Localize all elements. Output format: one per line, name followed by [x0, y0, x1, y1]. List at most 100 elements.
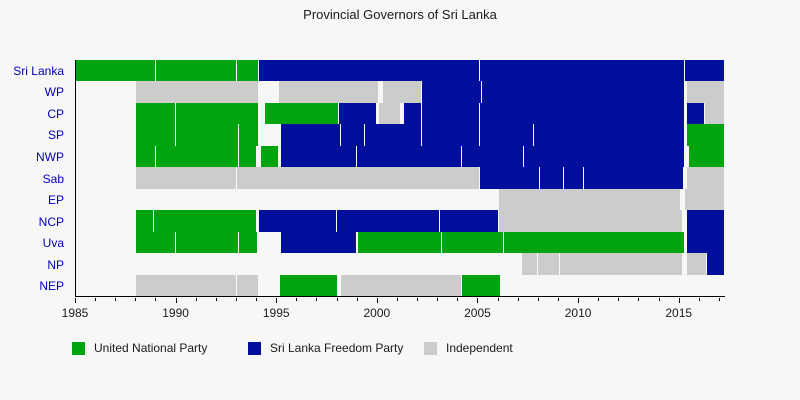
x-tick: [457, 298, 459, 301]
y-axis-label: NCP: [38, 214, 64, 229]
x-tick-label: 1985: [61, 306, 89, 320]
x-tick-label: 2010: [564, 306, 592, 320]
legend-item-unp: United National Party: [72, 341, 248, 355]
bar-segment: [441, 231, 503, 254]
bar-segment: [176, 102, 258, 125]
bar-segment: [136, 145, 156, 168]
bar-segment: [686, 231, 724, 254]
bar-segment: [498, 210, 682, 232]
y-axis-label: NP: [47, 257, 64, 272]
timeline-row-cp: [76, 102, 725, 125]
bar-segment: [136, 274, 236, 296]
x-tick: [578, 298, 580, 303]
x-tick: [215, 298, 217, 301]
y-axis-label: NWP: [36, 149, 64, 164]
bar-segment: [684, 60, 724, 82]
x-tick: [155, 298, 157, 301]
legend-item-ind: Independent: [424, 341, 600, 355]
x-tick: [296, 298, 298, 301]
x-tick-label: 2015: [665, 306, 693, 320]
bar-segment: [686, 81, 724, 103]
y-axis-label: Sri Lanka: [13, 63, 64, 78]
x-tick: [356, 298, 358, 301]
bar-segment: [479, 102, 684, 125]
legend-swatch-icon: [424, 341, 437, 355]
x-tick: [195, 298, 197, 301]
bar-segment: [421, 124, 479, 146]
bar-segment: [176, 124, 238, 146]
bar-segment: [264, 102, 339, 125]
x-tick: [376, 298, 378, 303]
legend-label: Sri Lanka Freedom Party: [270, 341, 404, 355]
bar-segment: [236, 60, 258, 82]
bar-segment: [560, 253, 682, 275]
bar-segment: [379, 102, 401, 125]
x-tick: [95, 298, 97, 301]
bar-segment: [76, 60, 156, 82]
bar-segment: [341, 124, 365, 146]
bar-segment: [280, 145, 357, 168]
bar-segment: [564, 167, 584, 189]
timeline-row-uva: [76, 231, 725, 254]
x-tick: [557, 298, 559, 301]
timeline-row-ncp: [76, 210, 725, 232]
x-tick: [598, 298, 600, 301]
bar-segment: [136, 124, 176, 146]
x-tick-label: 2000: [363, 306, 391, 320]
x-tick-label: 1990: [162, 306, 189, 320]
timeline-row-ep: [76, 188, 725, 211]
legend-swatch-icon: [248, 341, 261, 355]
x-tick: [235, 298, 237, 301]
plot-area: [75, 60, 725, 297]
x-tick: [698, 298, 700, 301]
bar-segment: [688, 145, 724, 168]
x-tick: [718, 298, 720, 301]
bar-segment: [686, 253, 706, 275]
y-axis-label: Sab: [42, 171, 64, 186]
timeline-row-sri-lanka: [76, 60, 725, 82]
y-axis-label: Uva: [42, 236, 64, 251]
bar-segment: [461, 145, 524, 168]
bar-segment: [524, 145, 684, 168]
y-axis-label: EP: [47, 193, 64, 208]
bar-segment: [238, 124, 258, 146]
x-tick: [497, 298, 499, 301]
bar-segment: [278, 81, 379, 103]
x-tick: [437, 298, 439, 301]
x-tick: [256, 298, 258, 301]
bar-segment: [238, 145, 256, 168]
bar-segment: [538, 253, 560, 275]
y-axis-label: WP: [44, 85, 64, 100]
bar-segment: [686, 124, 724, 146]
timeline-row-np: [76, 253, 725, 275]
bar-segment: [686, 167, 724, 189]
x-axis: 1985 1990 1995 2000 2005 2010 2015: [62, 298, 725, 326]
x-tick: [537, 298, 539, 301]
bar-segment: [704, 102, 724, 125]
legend-swatch-icon: [72, 341, 85, 355]
bar-segment: [260, 145, 278, 168]
y-axis-label: NEP: [39, 279, 64, 294]
bar-segment: [279, 274, 338, 296]
bar-segment: [156, 60, 236, 82]
bar-segment: [280, 231, 357, 254]
x-tick: [477, 298, 479, 303]
bar-segment: [421, 81, 481, 103]
x-tick: [276, 298, 278, 303]
bar-segment: [540, 167, 564, 189]
bar-segment: [461, 274, 500, 296]
bar-segment: [236, 167, 479, 189]
y-axis-labels: Sri Lanka WP CP SP NWP Sab EP NCP Uva NP NEP: [0, 60, 69, 297]
x-tick: [175, 298, 177, 303]
bar-segment: [258, 210, 337, 232]
bar-segment: [258, 60, 479, 82]
legend-label: United National Party: [94, 341, 208, 355]
bar-segment: [358, 231, 441, 254]
bar-segment: [686, 102, 704, 125]
bar-segment: [498, 188, 680, 211]
x-tick-label: 2005: [464, 306, 491, 320]
bar-segment: [522, 253, 538, 275]
x-tick: [316, 298, 318, 301]
legend: United National Party Sri Lanka Freedom P…: [72, 341, 600, 355]
timeline-row-nep: [76, 274, 725, 296]
